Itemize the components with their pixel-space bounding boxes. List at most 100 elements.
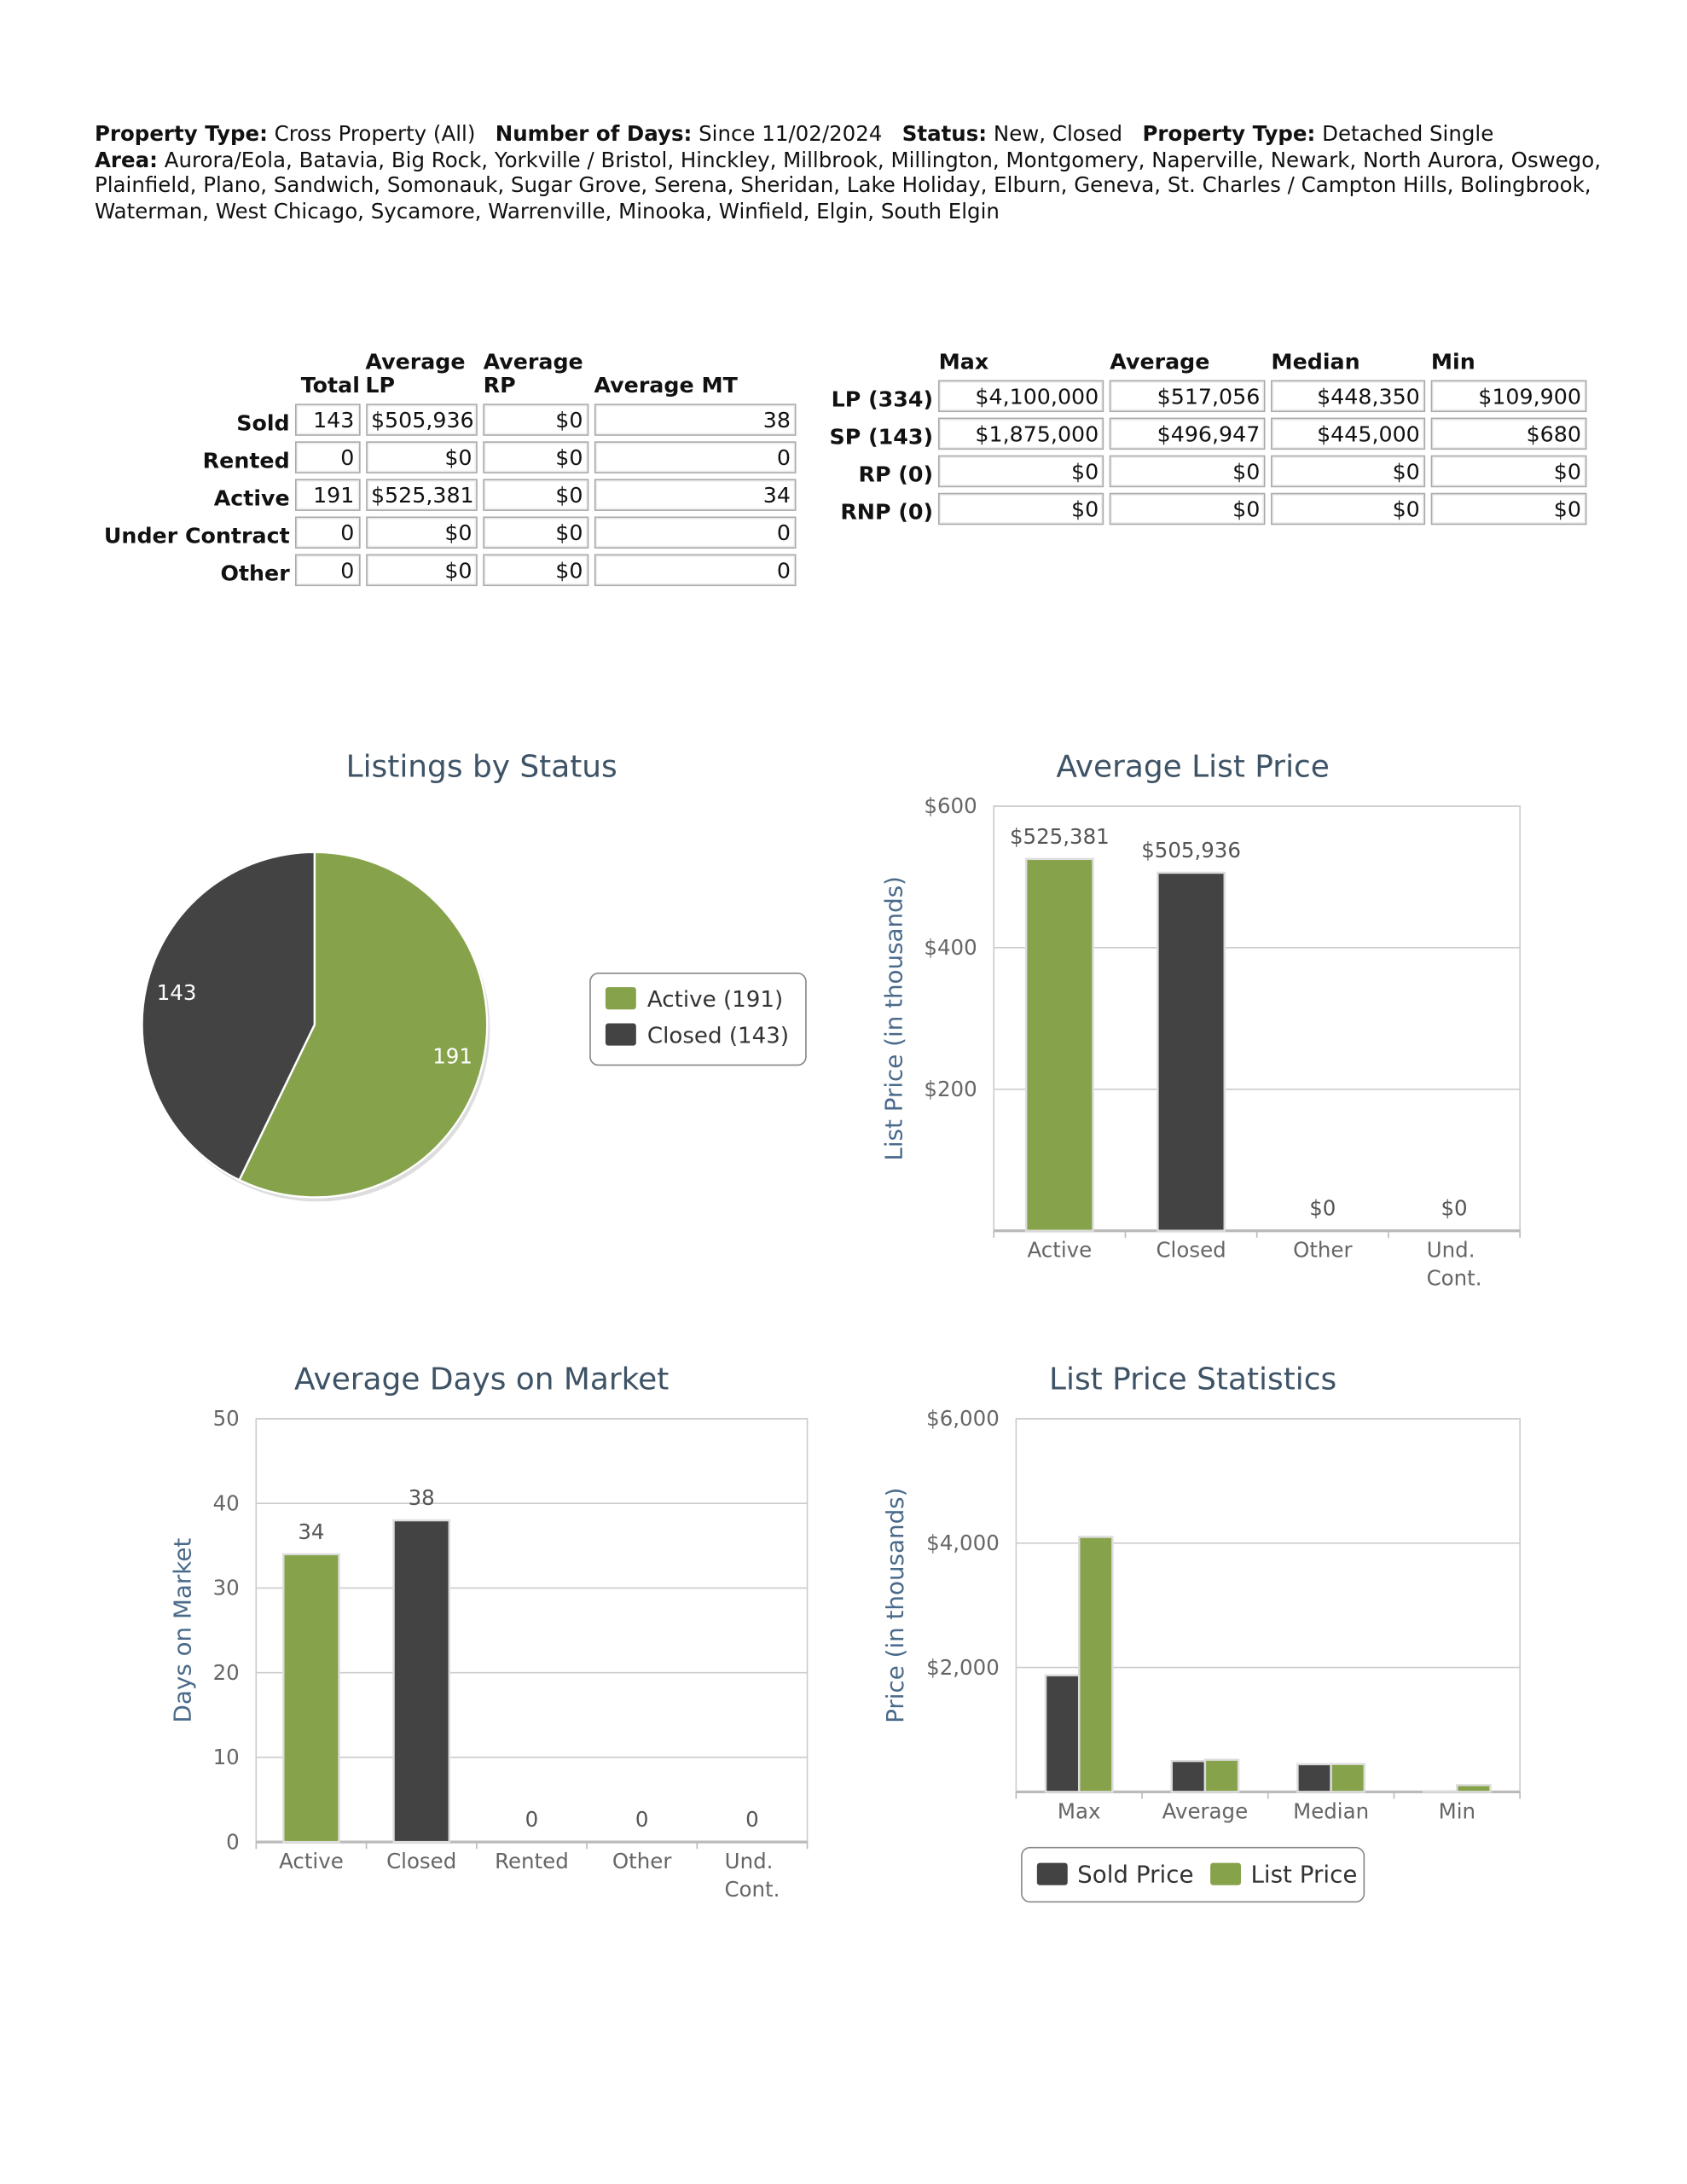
legend-label: Active (191)	[647, 987, 783, 1013]
x-tick-label: Closed	[386, 1849, 456, 1873]
criteria: Property Type: Cross Property (All) Numb…	[95, 121, 1612, 225]
cell: $525,381	[365, 479, 478, 511]
cell: $0	[1430, 492, 1587, 526]
cell: 0	[295, 554, 360, 587]
x-tick-label: Max	[1058, 1798, 1101, 1823]
cell: $0	[483, 479, 588, 511]
cell: $0	[483, 516, 588, 549]
row: LP (334) $4,100,000 $517,056 $448,350 $109,9…	[819, 380, 1587, 413]
row: Under Contract 0 $0 $0 0	[95, 516, 797, 549]
cell: $680	[1430, 417, 1587, 450]
row: Sold 143 $505,936 $0 38	[95, 404, 797, 436]
chart-title: Listings by Status	[346, 750, 617, 785]
x-tick-label: Median	[1293, 1798, 1369, 1823]
row-label: Rented	[202, 448, 290, 473]
y-tick-label: 0	[226, 1829, 240, 1854]
cell: $1,875,000	[938, 417, 1104, 450]
label: Area:	[94, 147, 158, 172]
cell: 0	[594, 441, 797, 473]
column-header: Min	[1430, 349, 1475, 375]
cell: 0	[594, 554, 797, 587]
bar	[1330, 1763, 1365, 1793]
cell: $0	[365, 441, 478, 473]
row-label: RNP (0)	[840, 499, 934, 526]
x-tick-label: Closed	[1156, 1238, 1226, 1263]
cell: $496,947	[1110, 417, 1266, 450]
x-tick-label: Min	[1439, 1798, 1475, 1823]
cell: $0	[365, 516, 478, 549]
legend-label: Closed (143)	[647, 1023, 789, 1048]
column-header: Median	[1271, 349, 1360, 375]
cell: 143	[295, 404, 360, 436]
value: Since 11/02/2024	[699, 120, 883, 147]
bar	[1296, 1763, 1332, 1793]
label: Property Type:	[94, 120, 268, 147]
value-label: 0	[525, 1807, 539, 1832]
y-tick-label: 20	[213, 1660, 240, 1685]
pie-slice	[141, 851, 316, 1182]
y-tick-label: $400	[924, 935, 977, 960]
column-header: Average MT	[594, 373, 738, 398]
legend-swatch	[1036, 1862, 1068, 1885]
y-tick-label: $200	[924, 1077, 977, 1101]
bar	[1170, 1759, 1207, 1793]
y-tick-label: 30	[213, 1576, 240, 1600]
value-label: $505,936	[1141, 838, 1241, 863]
value-label: 38	[409, 1485, 435, 1510]
y-tick-label: $6,000	[926, 1406, 1000, 1431]
legend-label: Sold Price	[1077, 1860, 1193, 1888]
x-tick-label: Average	[1162, 1798, 1248, 1823]
cell: $517,056	[1110, 380, 1266, 413]
row: Other 0 $0 $0 0	[95, 554, 797, 587]
row: RP (0) $0 $0 $0 $0	[819, 455, 1587, 488]
legend-box	[1021, 1846, 1365, 1903]
cell: $0	[1110, 455, 1266, 488]
y-tick-label: 10	[213, 1745, 240, 1769]
cell: 0	[295, 516, 360, 549]
cell: $109,900	[1430, 380, 1587, 413]
bar	[1024, 857, 1094, 1232]
price-table: Max Average Median Min LP (334) $4,100,000 $51…	[813, 346, 1592, 531]
row-label: RP (0)	[858, 462, 934, 488]
cell: 0	[295, 441, 360, 473]
row-label: Other	[220, 561, 290, 587]
value: Detached Single	[1322, 120, 1494, 147]
cell: $0	[1271, 455, 1426, 488]
column-header: Total	[300, 373, 360, 398]
chart-title: Average List Price	[1056, 750, 1330, 785]
legend-label: List Price	[1250, 1860, 1357, 1888]
value-label: $0	[1309, 1196, 1336, 1221]
bar	[1456, 1784, 1492, 1793]
bar	[1203, 1758, 1240, 1793]
y-tick-label: $600	[924, 793, 977, 818]
cell: $0	[483, 554, 588, 587]
y-tick-label: 40	[213, 1490, 240, 1515]
cell: $0	[1430, 455, 1587, 488]
x-tick-label: Active	[1028, 1238, 1093, 1263]
bar	[282, 1553, 340, 1844]
label: Status:	[901, 120, 988, 147]
y-tick-label: $2,000	[926, 1655, 1000, 1680]
x-tick-label: Active	[279, 1849, 344, 1873]
cell: 0	[594, 516, 797, 549]
y-axis-title: Days on Market	[168, 1538, 196, 1723]
cell: $445,000	[1271, 417, 1426, 450]
cell: $448,350	[1271, 380, 1426, 413]
label: Number of Days:	[495, 120, 693, 147]
cell: $4,100,000	[938, 380, 1104, 413]
row-label: Under Contract	[103, 523, 290, 549]
row: RNP (0) $0 $0 $0 $0	[819, 492, 1587, 526]
row-label: Active	[213, 485, 290, 511]
x-tick-label: Rented	[495, 1849, 569, 1873]
cell: $0	[483, 404, 588, 436]
legend-swatch	[605, 987, 636, 1010]
column-header: Max	[938, 349, 989, 375]
y-axis-title: Price (in thousands)	[881, 1488, 909, 1723]
slice-label: 191	[432, 1043, 472, 1068]
row: Rented 0 $0 $0 0	[95, 441, 797, 473]
column-header: Average LP	[365, 349, 466, 398]
value-label: 0	[635, 1807, 649, 1832]
